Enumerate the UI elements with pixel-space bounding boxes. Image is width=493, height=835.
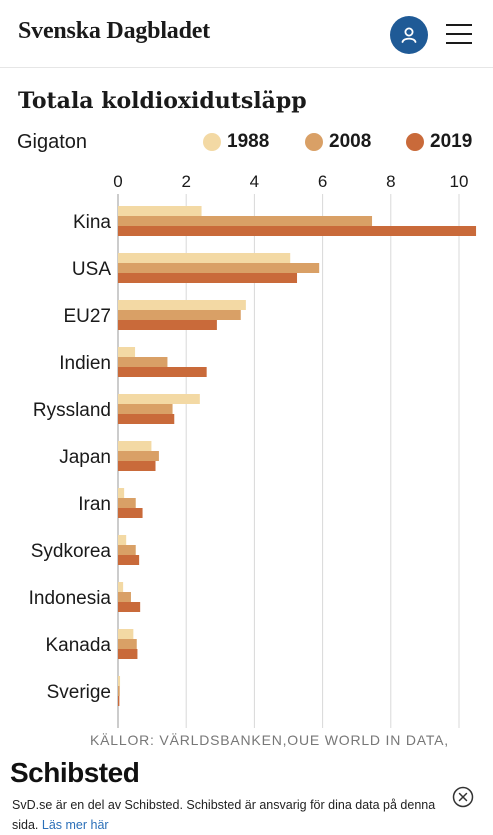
x-tick-label: 8 xyxy=(386,172,395,191)
menu-button[interactable] xyxy=(446,22,474,46)
x-tick-label: 4 xyxy=(250,172,259,191)
category-label: EU27 xyxy=(63,306,111,327)
site-logo[interactable]: Svenska Dagbladet xyxy=(18,18,210,44)
legend-swatch xyxy=(203,133,221,151)
x-tick-label: 2 xyxy=(181,172,190,191)
legend-item-2019: 2019 xyxy=(406,131,472,153)
chart-title: Totala koldioxidutsläpp xyxy=(18,88,307,114)
bar-2019 xyxy=(118,273,298,283)
bar-2019 xyxy=(118,649,138,659)
bar-2019 xyxy=(118,696,120,706)
user-icon xyxy=(401,27,417,43)
schibsted-logo: Schibsted xyxy=(10,757,140,788)
bar-2008 xyxy=(118,216,373,226)
bar-1988 xyxy=(118,300,246,310)
legend-item-1988: 1988 xyxy=(203,131,269,153)
banner-text: SvD.se är en del av Schibsted. Schibsted… xyxy=(12,795,442,835)
bar-chart: 0 2 4 6 8 10 Kina USA EU27 Indien Ryssland Japan Ira… xyxy=(29,172,477,728)
chart-legend: 1988 2008 2019 xyxy=(0,131,493,157)
bar-2008 xyxy=(118,404,173,414)
account-button[interactable] xyxy=(390,16,428,54)
bar-2019 xyxy=(118,461,156,471)
bar-2019 xyxy=(118,367,207,377)
category-label: Japan xyxy=(59,447,111,468)
legend-item-2008: 2008 xyxy=(305,131,371,153)
bar-1988 xyxy=(118,441,152,451)
category-label: Iran xyxy=(78,494,111,515)
category-label: Indien xyxy=(59,353,111,374)
bar-2008 xyxy=(118,263,320,273)
legend-label: 2008 xyxy=(329,131,372,152)
bar-2008 xyxy=(118,592,131,602)
bar-2008 xyxy=(118,686,120,696)
bar-1988 xyxy=(118,629,134,639)
bar-1988 xyxy=(118,347,136,357)
cookie-banner: Schibsted SvD.se är en del av Schibsted.… xyxy=(0,750,493,834)
unit-label: Gigaton xyxy=(17,131,88,153)
banner-message: SvD.se är en del av Schibsted. Schibsted… xyxy=(12,798,436,832)
bar-1988 xyxy=(118,206,202,216)
bar-2008 xyxy=(118,451,159,461)
category-label: Kina xyxy=(73,212,111,233)
bar-1988 xyxy=(118,535,127,545)
bar-2019 xyxy=(118,555,140,565)
bar-2008 xyxy=(118,357,168,367)
category-label: Ryssland xyxy=(33,400,111,421)
bar-2008 xyxy=(118,498,136,508)
legend-label: 1988 xyxy=(227,131,270,152)
x-tick-label: 6 xyxy=(318,172,327,191)
bar-1988 xyxy=(118,253,291,263)
bar-1988 xyxy=(118,676,121,686)
category-label: Kanada xyxy=(45,635,111,656)
bar-2019 xyxy=(118,320,217,330)
bar-2008 xyxy=(118,545,136,555)
read-more-link[interactable]: Läs mer här xyxy=(41,818,109,832)
legend-swatch xyxy=(406,133,424,151)
category-label: Indonesia xyxy=(29,588,112,609)
bar-2019 xyxy=(118,414,175,424)
bar-1988 xyxy=(118,394,200,404)
x-tick-label: 10 xyxy=(450,172,469,191)
bar-2008 xyxy=(118,310,241,320)
bar-2008 xyxy=(118,639,137,649)
bar-1988 xyxy=(118,582,124,592)
legend-label: 2019 xyxy=(430,131,473,152)
site-header: Svenska Dagbladet xyxy=(0,0,493,68)
bar-1988 xyxy=(118,488,125,498)
bar-2019 xyxy=(118,508,143,518)
x-tick-label: 0 xyxy=(113,172,122,191)
close-circle-icon[interactable] xyxy=(452,786,474,808)
bar-2019 xyxy=(118,602,141,612)
legend-swatch xyxy=(305,133,323,151)
category-label: USA xyxy=(72,259,111,280)
chart-source: KÄLLOR: VÄRLDSBANKEN,OUE WORLD IN DATA, xyxy=(90,732,449,748)
category-label: Sverige xyxy=(47,682,111,703)
category-label: Sydkorea xyxy=(31,541,112,562)
bar-2019 xyxy=(118,226,477,236)
